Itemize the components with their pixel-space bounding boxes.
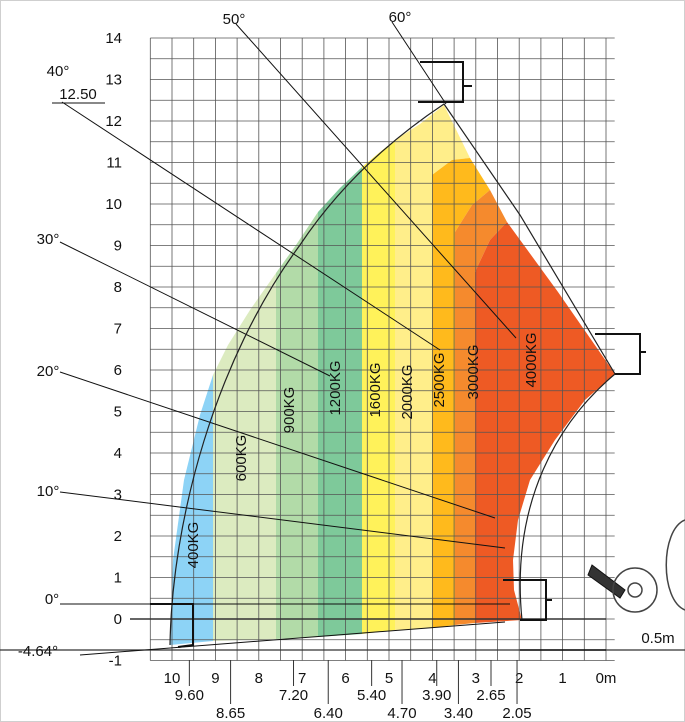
angle-line xyxy=(61,101,441,351)
fork-ground xyxy=(503,579,552,621)
y-tick-label: 6 xyxy=(114,362,122,379)
x-tick-label: 5 xyxy=(385,670,393,687)
zone-label-1600kg: 1600KG xyxy=(367,362,384,417)
load-envelope xyxy=(169,103,616,646)
zone-label-2500kg: 2500KG xyxy=(431,352,448,407)
y-tick-label: 11 xyxy=(106,155,122,172)
x-tick-label: 4 xyxy=(428,670,436,687)
angle-line xyxy=(391,21,447,105)
y-tick-label: 0 xyxy=(114,611,122,628)
y-tick-label: 10 xyxy=(105,196,122,213)
machine-outline xyxy=(150,61,685,651)
x-tick-label: 9 xyxy=(211,670,219,687)
x-tick-label: 1 xyxy=(558,670,566,687)
angle-line xyxy=(235,23,517,339)
zone-label-400kg: 400KG xyxy=(185,522,202,569)
zone-1600kg xyxy=(362,140,395,634)
wheel-rear xyxy=(665,519,685,611)
angle-label: 50° xyxy=(223,11,246,28)
x-subtick-label: 7.20 xyxy=(279,687,308,704)
x-subtick-label: 3.40 xyxy=(444,705,473,722)
zone-label-4000kg: 4000KG xyxy=(523,332,540,387)
angle-label: 40° xyxy=(47,63,70,80)
y-tick-label: 1 xyxy=(114,570,122,587)
zone-3000kg xyxy=(455,190,507,625)
zone-label-900kg: 900KG xyxy=(281,387,298,434)
zone-900kg xyxy=(276,212,318,639)
angle-label: 20° xyxy=(37,363,60,380)
fork-mid xyxy=(595,333,646,375)
y-tick-label: 2 xyxy=(114,528,122,545)
x-subtick-label: 5.40 xyxy=(357,687,386,704)
zone-2500kg xyxy=(432,158,490,628)
boom-lines xyxy=(59,21,616,656)
zone-600kg xyxy=(213,273,276,641)
zone-label-1200kg: 1200KG xyxy=(327,360,344,415)
zone-1200kg xyxy=(318,167,362,637)
zone-label-2000kg: 2000KG xyxy=(399,364,416,419)
fork-high xyxy=(418,61,472,103)
zone-2000kg xyxy=(395,105,470,630)
angle-label: 30° xyxy=(37,231,60,248)
x-subtick-label: 3.90 xyxy=(422,687,451,704)
x-subtick-label: 6.40 xyxy=(314,705,343,722)
x-tick-label: 10 xyxy=(164,670,181,687)
zone-label-600kg: 600KG xyxy=(233,435,250,482)
wheel-inner xyxy=(627,582,643,598)
offset-label: 0.5m xyxy=(641,630,674,647)
y-tick-label: 14 xyxy=(105,30,122,47)
y-tick-label: 8 xyxy=(114,279,122,296)
y-tick-label: 3 xyxy=(114,487,122,504)
x-subtick-label: 9.60 xyxy=(175,687,204,704)
x-subtick-label: 2.65 xyxy=(476,687,505,704)
x-tick-label: 0m xyxy=(596,670,617,687)
x-subtick-label: 2.05 xyxy=(502,705,531,722)
angle-line xyxy=(59,371,496,519)
x-subtick-label: 4.70 xyxy=(387,705,416,722)
y-tick-label: 4 xyxy=(114,445,122,462)
x-tick-label: 2 xyxy=(515,670,523,687)
x-tick-label: 7 xyxy=(298,670,306,687)
y-tick-label: -1 xyxy=(109,653,122,670)
min-angle-label: -4.64° xyxy=(18,643,58,660)
zone-4000kg xyxy=(475,222,615,623)
angle-label: 0° xyxy=(45,591,59,608)
y-tick-label: 13 xyxy=(105,72,122,89)
angle-line xyxy=(79,621,506,656)
angle-line xyxy=(59,491,506,549)
angle-line xyxy=(59,241,331,377)
fork-low xyxy=(150,603,194,648)
x-tick-label: 8 xyxy=(255,670,263,687)
x-subtick-label: 8.65 xyxy=(216,705,245,722)
angle-label: 10° xyxy=(37,483,60,500)
y-tick-label: 5 xyxy=(114,404,122,421)
y-tick-label: 7 xyxy=(114,321,122,338)
y-tick-label: 12 xyxy=(105,113,122,130)
x-tick-label: 3 xyxy=(472,670,480,687)
y-tick-label: 9 xyxy=(114,238,122,255)
x-tick-label: 6 xyxy=(341,670,349,687)
zone-label-3000kg: 3000KG xyxy=(465,344,482,399)
angle-label: 60° xyxy=(389,9,412,26)
max-height-label: 12.50 xyxy=(59,86,97,103)
wheel-outer xyxy=(612,567,658,613)
